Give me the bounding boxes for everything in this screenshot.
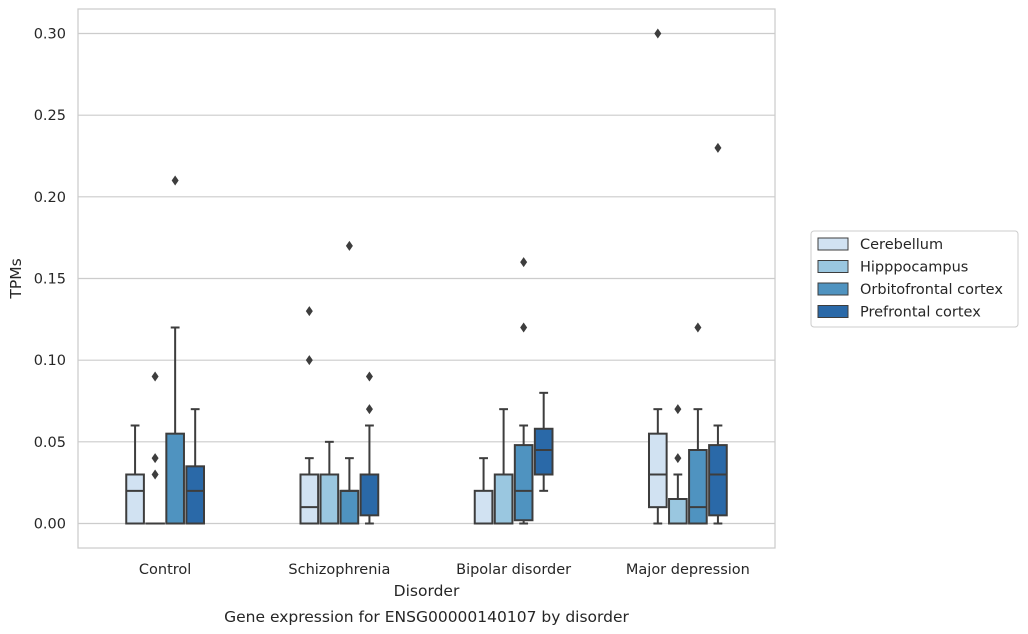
box-body	[125, 473, 145, 525]
outlier-point	[694, 322, 702, 333]
box-body	[688, 449, 708, 525]
y-tick-label: 0.00	[34, 517, 66, 533]
box-group	[339, 240, 360, 525]
box-group	[165, 175, 185, 525]
legend-label: Cerebellum	[860, 237, 943, 253]
box-group	[668, 404, 688, 525]
y-axis-title: TPMs	[7, 258, 25, 299]
box-group	[493, 408, 514, 525]
legend-frame	[810, 230, 1019, 328]
box-body	[493, 473, 514, 525]
box-body	[339, 489, 360, 525]
box-body	[299, 473, 320, 525]
x-axis-title: Disorder	[394, 582, 460, 600]
legend-label: Orbitofrontal cortex	[860, 282, 1003, 298]
outlier-point	[305, 355, 313, 366]
outlier-point	[365, 404, 373, 415]
outlier-point	[151, 371, 159, 382]
box-group	[513, 257, 534, 525]
outlier-point	[714, 142, 722, 153]
box-group	[359, 371, 380, 525]
y-tick-label: 0.15	[34, 272, 66, 288]
y-tick-label: 0.25	[34, 108, 66, 124]
box-group	[299, 306, 320, 525]
box-body	[533, 427, 554, 476]
x-tick-label: Major depression	[626, 562, 750, 578]
x-tick-label: Bipolar disorder	[456, 562, 571, 578]
box-group	[647, 28, 668, 525]
x-tick-labels: Control Schizophrenia Bipolar disorder Majo…	[139, 562, 750, 578]
y-tick-labels: 0.00 0.05 0.10 0.15 0.20 0.25 0.30	[34, 27, 66, 533]
box-body	[165, 432, 185, 525]
legend-label: Prefrontal cortex	[860, 305, 981, 321]
outlier-point	[520, 322, 528, 333]
outlier-point	[171, 175, 179, 186]
outlier-point	[674, 453, 682, 464]
outlier-point	[305, 306, 313, 317]
y-tick-label: 0.30	[34, 27, 66, 43]
box-body	[473, 489, 494, 525]
legend-swatch	[817, 282, 849, 296]
chart-caption: Gene expression for ENSG00000140107 by d…	[224, 608, 629, 626]
box-body	[668, 498, 688, 525]
legend-swatch	[817, 305, 849, 318]
box-group	[319, 440, 340, 525]
outlier-point	[345, 240, 353, 251]
outlier-point	[365, 371, 373, 382]
legend: Cerebellum Hipppocampus Orbitofrontal cort…	[810, 230, 1019, 328]
grid-lines	[78, 32, 775, 525]
y-tick-label: 0.05	[34, 435, 66, 451]
y-tick-label: 0.10	[34, 353, 66, 369]
box-group	[185, 408, 206, 525]
box-group	[145, 371, 165, 525]
box-group	[708, 142, 728, 525]
box-body	[513, 444, 534, 522]
box-body	[319, 473, 340, 525]
x-tick-label: Control	[139, 562, 191, 578]
x-tick-label: Schizophrenia	[288, 562, 390, 578]
box-body	[359, 473, 380, 517]
box-group	[688, 322, 708, 525]
box-group	[473, 457, 494, 525]
legend-swatch	[817, 237, 849, 251]
legend-label: Hipppocampus	[860, 260, 968, 276]
plot-frame	[77, 8, 776, 549]
outlier-point	[520, 257, 528, 268]
box-body	[185, 465, 206, 525]
outlier-point	[151, 453, 159, 464]
outlier-point	[674, 404, 682, 415]
box-series	[125, 28, 728, 525]
box-body	[708, 444, 728, 517]
box-group	[533, 391, 554, 492]
box-body	[647, 432, 668, 509]
outlier-point	[151, 469, 159, 480]
outlier-point	[654, 28, 662, 39]
legend-swatch	[817, 260, 849, 273]
box-group	[125, 424, 145, 525]
y-tick-label: 0.20	[34, 190, 66, 206]
